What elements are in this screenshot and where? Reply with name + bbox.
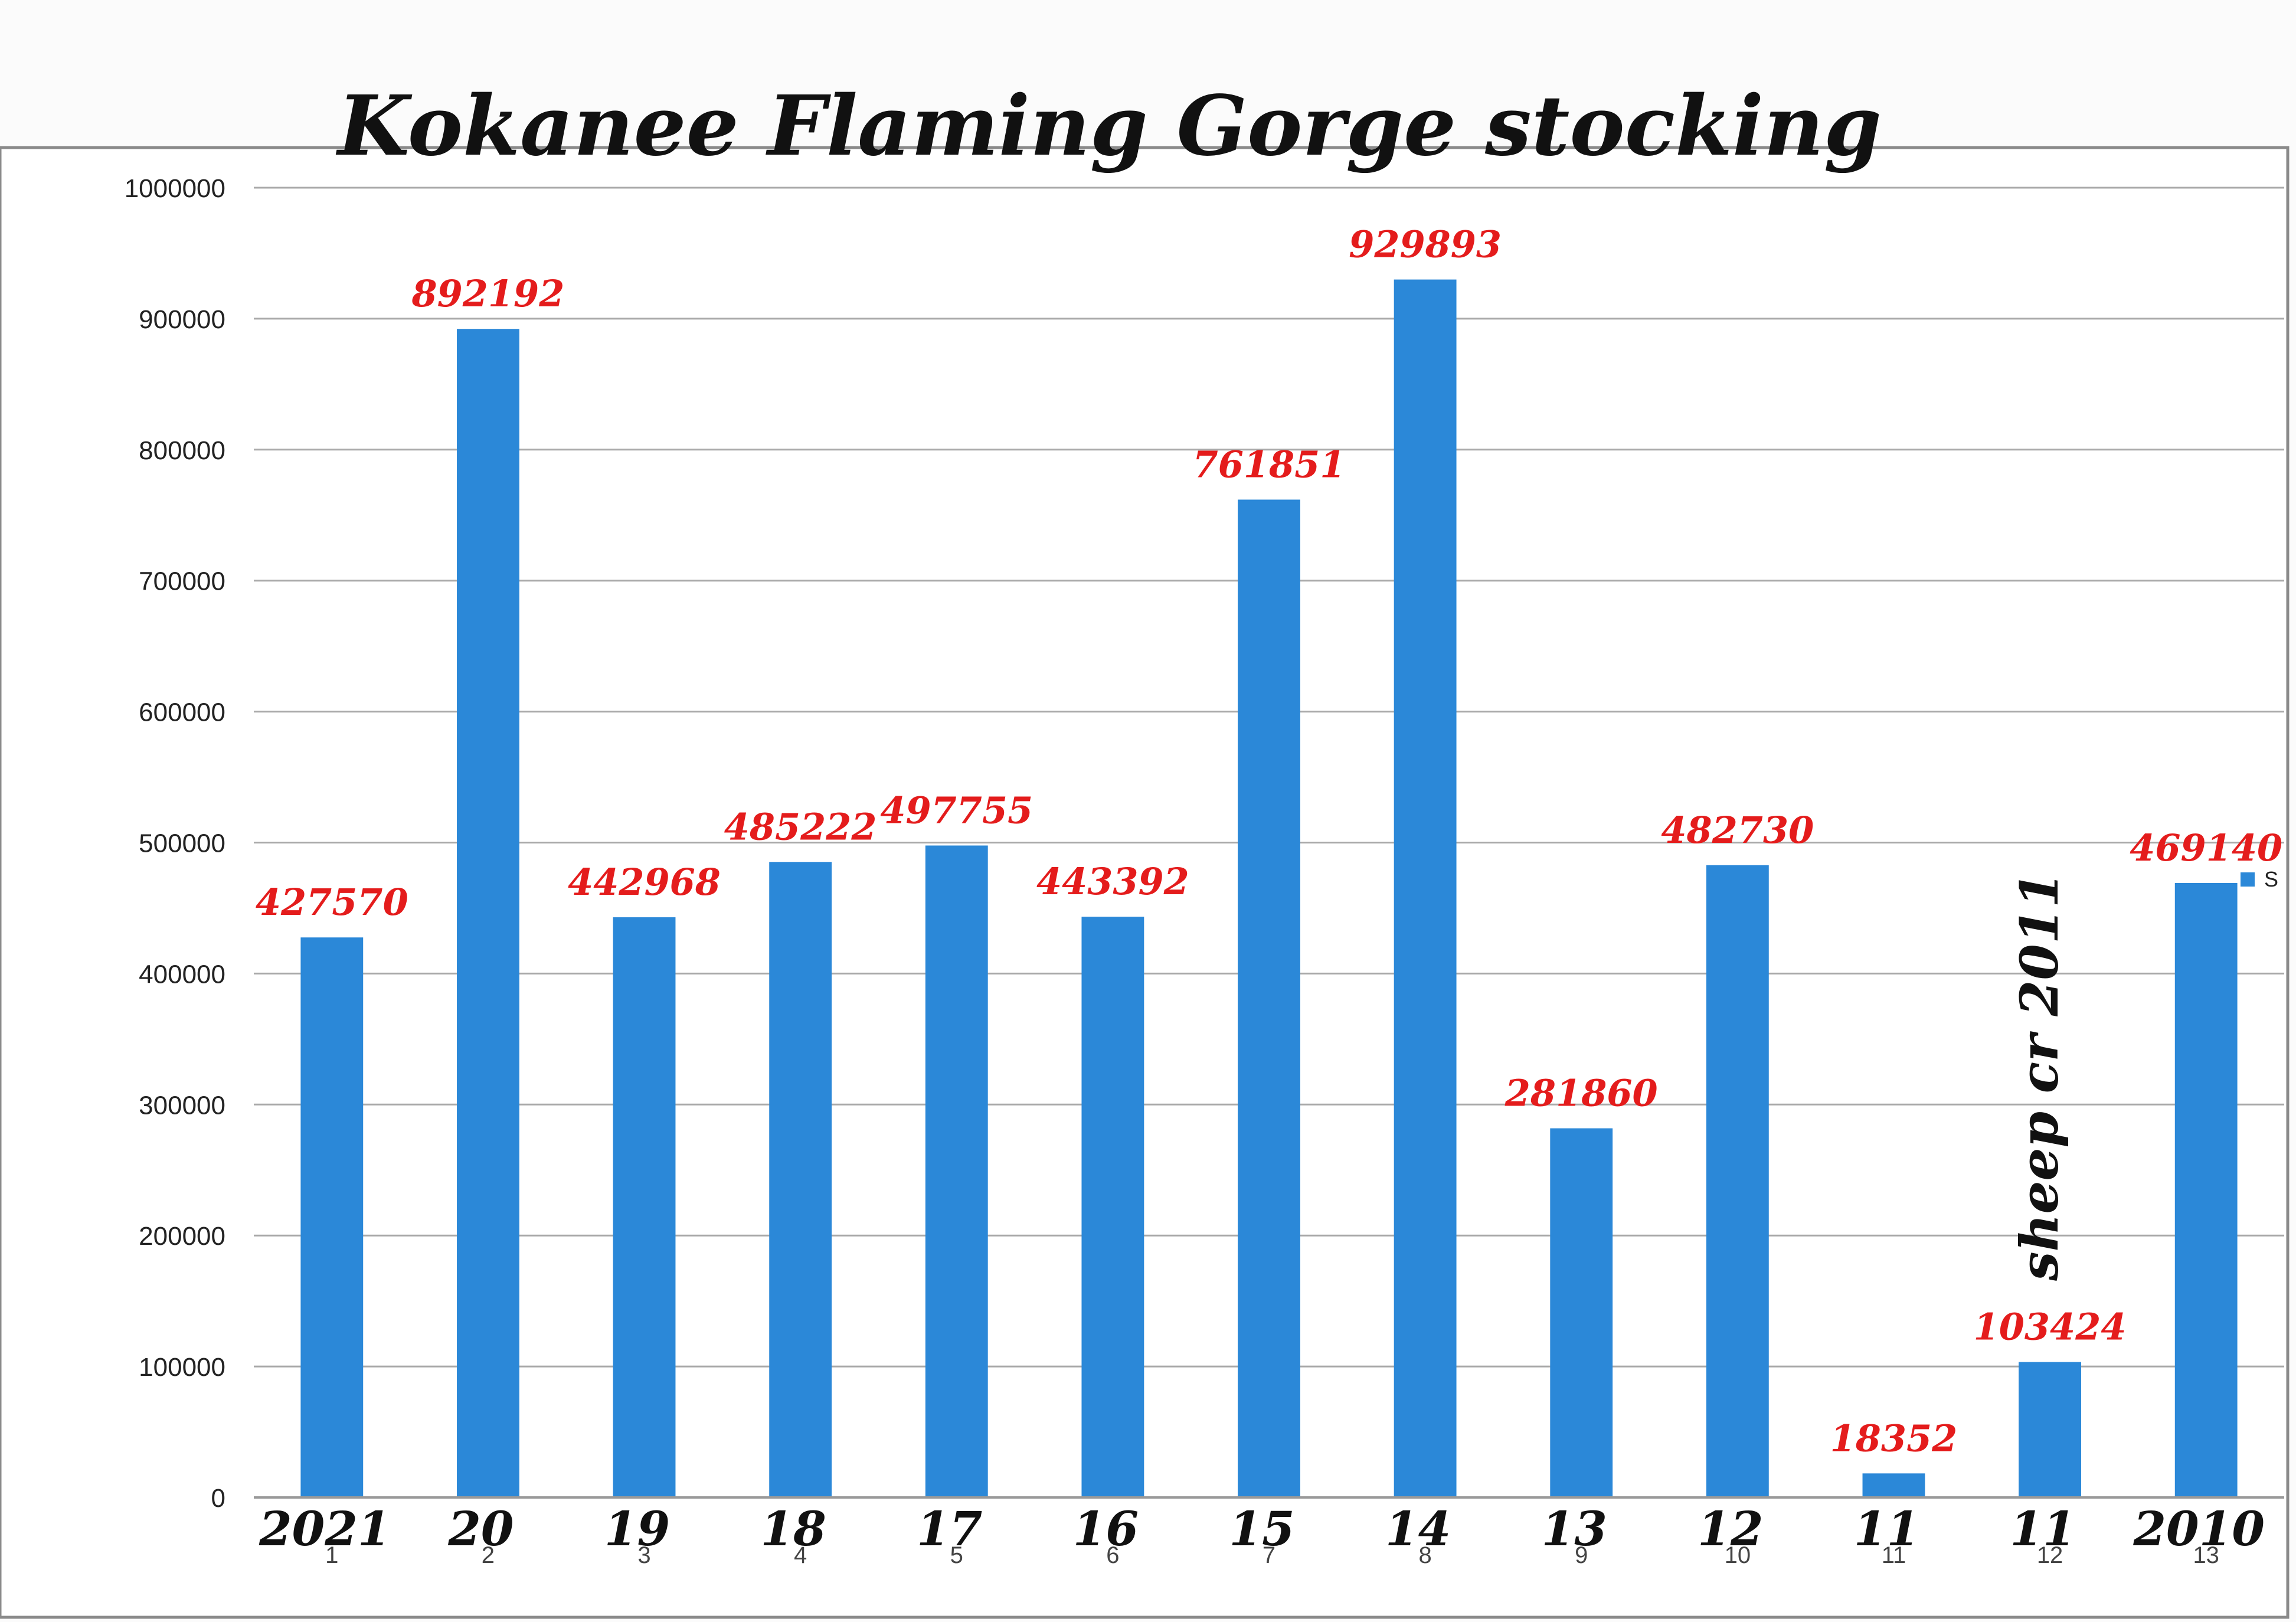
year-label: 11 — [1854, 1501, 1919, 1556]
data-label: 281860 — [1504, 1072, 1658, 1115]
x-tick-label: 8 — [1418, 1542, 1431, 1568]
data-label: 103424 — [1974, 1306, 2127, 1349]
data-label: 485222 — [724, 805, 877, 848]
x-tick-label: 6 — [1106, 1542, 1119, 1568]
y-axis-ticks: 0 100000 200000 300000 400000 500000 600000 700… — [125, 174, 225, 1513]
data-label: 442968 — [568, 861, 721, 904]
x-tick-label: 13 — [2193, 1542, 2219, 1568]
bar — [300, 937, 364, 1497]
year-label: 16 — [1073, 1501, 1139, 1556]
x-tick-label: 10 — [1725, 1542, 1751, 1568]
bar — [2019, 1362, 2081, 1497]
bar — [1706, 865, 1769, 1497]
bar — [1862, 1473, 1925, 1497]
chart-title: Kokanee Flaming Gorge stocking — [335, 78, 1882, 175]
x-tick-label: 7 — [1263, 1542, 1275, 1568]
bar — [2174, 882, 2238, 1497]
year-label: 19 — [604, 1501, 670, 1556]
bars — [300, 279, 2238, 1498]
year-label: 11 — [2010, 1501, 2075, 1556]
data-label: 497755 — [880, 789, 1033, 832]
y-tick-label: 500000 — [139, 829, 225, 858]
data-label: 761851 — [1193, 443, 1346, 486]
bar — [769, 862, 832, 1497]
x-tick-label: 1 — [325, 1542, 338, 1568]
data-label: 443392 — [1036, 860, 1189, 903]
data-label: 482730 — [1661, 809, 1814, 852]
legend: S — [2241, 867, 2278, 891]
legend-swatch — [2241, 872, 2255, 887]
data-label: 427570 — [256, 881, 408, 924]
year-label: 2021 — [259, 1501, 391, 1556]
annotation-sheep-creek: sheep cr 2011 — [2009, 872, 2070, 1281]
year-label: 2010 — [2133, 1501, 2265, 1556]
data-label: 892192 — [411, 272, 565, 315]
year-label: 14 — [1385, 1501, 1451, 1556]
bar — [1238, 499, 1300, 1497]
y-tick-label: 200000 — [139, 1222, 225, 1251]
year-label: 13 — [1542, 1501, 1607, 1556]
bar — [1550, 1128, 1613, 1497]
x-tick-label: 5 — [950, 1542, 963, 1568]
year-label: 12 — [1698, 1501, 1763, 1556]
x-tick-label: 9 — [1575, 1542, 1588, 1568]
bar — [1394, 279, 1457, 1498]
y-tick-label: 1000000 — [125, 174, 225, 203]
bar — [1081, 917, 1144, 1497]
data-label: 18352 — [1830, 1417, 1958, 1460]
year-label: 15 — [1229, 1501, 1294, 1556]
x-tick-label: 11 — [1882, 1542, 1906, 1568]
year-label: 17 — [917, 1501, 982, 1556]
bar — [457, 329, 519, 1497]
y-tick-label: 400000 — [139, 960, 225, 989]
legend-label: S — [2264, 867, 2278, 891]
y-tick-label: 900000 — [139, 305, 225, 334]
year-label: 18 — [760, 1501, 826, 1556]
x-tick-label: 3 — [637, 1542, 650, 1568]
bar — [925, 845, 988, 1497]
data-label: 469140 — [2130, 826, 2282, 869]
year-label: 20 — [447, 1501, 514, 1556]
data-label: 929893 — [1349, 223, 1502, 266]
y-tick-label: 800000 — [139, 436, 225, 465]
y-tick-label: 600000 — [139, 698, 225, 727]
x-tick-label: 2 — [482, 1542, 495, 1568]
bar — [613, 917, 676, 1497]
x-tick-label: 4 — [794, 1542, 807, 1568]
y-tick-label: 100000 — [139, 1353, 225, 1382]
year-labels: 2021 20 19 18 17 16 15 14 13 12 11 11 2010 — [259, 1501, 2265, 1556]
y-tick-label: 300000 — [139, 1091, 225, 1120]
y-tick-label: 0 — [211, 1484, 225, 1513]
x-axis-ticks: 1 2 3 4 5 6 7 8 9 10 11 12 13 — [325, 1542, 2219, 1568]
x-tick-label: 12 — [2037, 1542, 2063, 1568]
y-tick-label: 700000 — [139, 567, 225, 596]
